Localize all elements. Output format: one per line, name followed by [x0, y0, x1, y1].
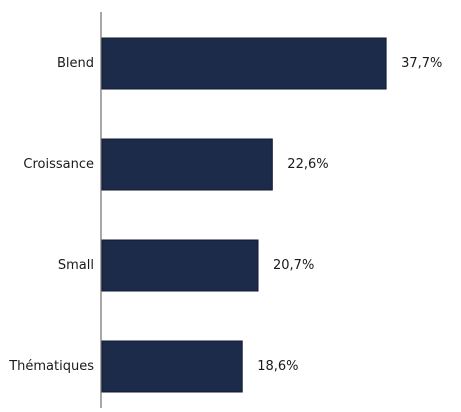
bar-croissance	[101, 138, 273, 191]
bar-blend	[101, 37, 387, 90]
bar-thematiques	[101, 340, 243, 393]
category-label-thematiques: Thématiques	[8, 359, 94, 374]
category-label-small: Small	[58, 258, 94, 273]
value-label-small: 20,7%	[273, 258, 314, 273]
category-labels-group: Blend Croissance Small Thématiques	[8, 56, 94, 374]
value-label-thematiques: 18,6%	[257, 359, 298, 374]
bar-small	[101, 239, 259, 292]
category-label-blend: Blend	[57, 56, 94, 71]
value-label-blend: 37,7%	[401, 56, 442, 71]
value-label-croissance: 22,6%	[287, 157, 328, 172]
bars-group	[101, 37, 387, 393]
value-labels-group: 37,7% 22,6% 20,7% 18,6%	[257, 56, 442, 374]
category-label-croissance: Croissance	[23, 157, 94, 172]
